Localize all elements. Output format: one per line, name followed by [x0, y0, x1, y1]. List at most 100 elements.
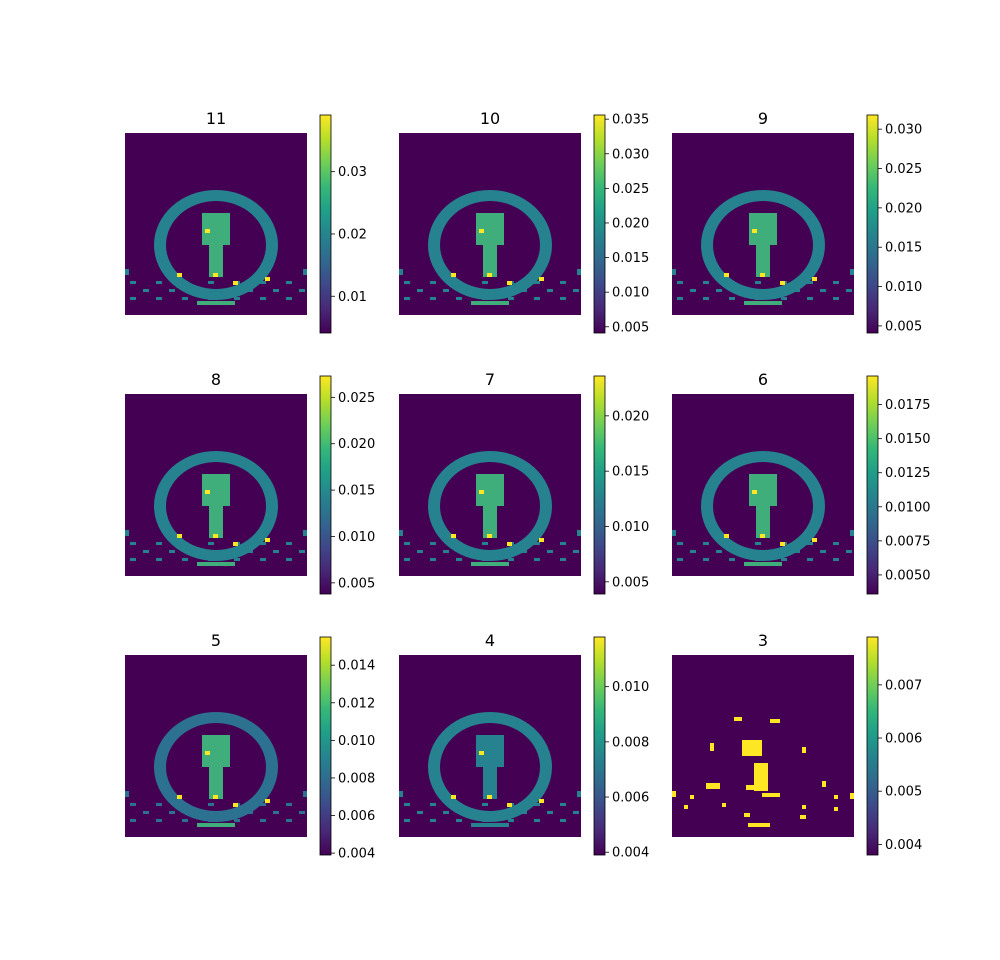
bright-pixel [479, 490, 484, 494]
colorbar-tick-label: 0.01 [338, 290, 367, 305]
colorbar: 0.005 0.010 0.015 0.020 0.025 [319, 375, 375, 595]
panel: 11 0.01 0.02 0.03 [125, 109, 367, 334]
panel: 8 0.005 0.010 0.015 0.020 0.025 [125, 370, 375, 595]
panel: 7 0.005 0.010 0.015 0.020 [399, 370, 649, 595]
bright-pixel [748, 823, 770, 827]
spine-region [483, 243, 497, 277]
colorbar-tick-label: 0.010 [612, 680, 649, 695]
table-dash [404, 281, 410, 284]
colorbar: 0.0050 0.0075 0.0100 0.0125 0.0150 0.0175 [866, 375, 931, 595]
bright-pixel [850, 793, 854, 799]
table-dash [781, 558, 787, 561]
table-dash [273, 811, 279, 814]
table-dash [169, 811, 175, 814]
table-dash [495, 289, 501, 292]
table-dash [833, 542, 839, 545]
colorbar-gradient [866, 636, 879, 856]
colorbar-tick-label: 0.004 [612, 846, 649, 861]
table-dash [833, 297, 839, 300]
table-dash [508, 558, 514, 561]
table-dash [677, 281, 683, 284]
colorbar-tick-label: 0.0175 [885, 398, 931, 413]
edge-mark [577, 269, 581, 275]
table-dash [273, 289, 279, 292]
colorbar-tick-label: 0.004 [885, 838, 922, 853]
table-dash [677, 558, 683, 561]
table-dash [573, 289, 579, 292]
table-dash [560, 819, 566, 822]
table-dash [807, 542, 813, 545]
table-dash [260, 281, 266, 284]
colorbar-tick-label: 0.03 [338, 165, 367, 180]
table-dash [156, 542, 162, 545]
table-bar [744, 301, 782, 305]
edge-mark [672, 530, 676, 536]
colorbar-gradient [866, 114, 879, 334]
bright-pixel [690, 795, 694, 799]
table-dash [130, 542, 136, 545]
bright-pixel [706, 783, 720, 789]
bright-pixel [507, 281, 512, 285]
table-dash [208, 803, 214, 806]
table-dash [521, 550, 527, 553]
table-dash [469, 811, 475, 814]
table-dash [573, 811, 579, 814]
colorbar-tick-label: 0.010 [338, 530, 375, 545]
colorbar-tick-label: 0.008 [338, 771, 375, 786]
table-bar [197, 823, 235, 827]
bright-pixel [487, 795, 492, 799]
table-dash [807, 297, 813, 300]
table-dash [755, 281, 761, 284]
panel-title: 11 [206, 109, 226, 128]
table-dash [755, 558, 761, 561]
table-dash [560, 281, 566, 284]
bright-pixel [233, 803, 238, 807]
table-dash [286, 558, 292, 561]
table-dash [820, 289, 826, 292]
edge-mark [850, 530, 854, 536]
table-dash [508, 297, 514, 300]
colorbar-tick-label: 0.008 [612, 735, 649, 750]
table-dash [208, 558, 214, 561]
table-dash [495, 550, 501, 553]
table-dash [755, 542, 761, 545]
heatmap-image [672, 394, 854, 576]
bright-pixel [213, 273, 218, 277]
table-dash [208, 281, 214, 284]
table-dash [404, 819, 410, 822]
table-dash [260, 558, 266, 561]
bright-pixel [233, 542, 238, 546]
table-dash [143, 811, 149, 814]
colorbar-tick-label: 0.0100 [885, 500, 931, 515]
table-dash [247, 289, 253, 292]
edge-mark [125, 791, 129, 797]
table-dash [456, 803, 462, 806]
table-dash [260, 542, 266, 545]
bright-pixel [177, 795, 182, 799]
colorbar-tick-label: 0.035 [612, 113, 649, 128]
table-dash [716, 550, 722, 553]
bright-pixel [752, 229, 757, 233]
colorbar-tick-label: 0.010 [612, 286, 649, 301]
table-bar [471, 301, 509, 305]
bright-pixel [710, 743, 714, 751]
table-dash [456, 297, 462, 300]
table-dash [703, 297, 709, 300]
bright-pixel [451, 273, 456, 277]
bright-pixel [451, 795, 456, 799]
table-dash [729, 281, 735, 284]
colorbar-tick-label: 0.012 [338, 696, 375, 711]
table-dash [703, 281, 709, 284]
bright-pixel [479, 751, 484, 755]
table-dash [182, 819, 188, 822]
table-dash [169, 550, 175, 553]
table-dash [143, 550, 149, 553]
table-bar [197, 301, 235, 305]
table-dash [404, 542, 410, 545]
table-dash [182, 558, 188, 561]
table-dash [430, 558, 436, 561]
table-dash [234, 819, 240, 822]
bright-pixel [722, 803, 726, 807]
edge-mark [399, 791, 403, 797]
bright-pixel [205, 751, 210, 755]
